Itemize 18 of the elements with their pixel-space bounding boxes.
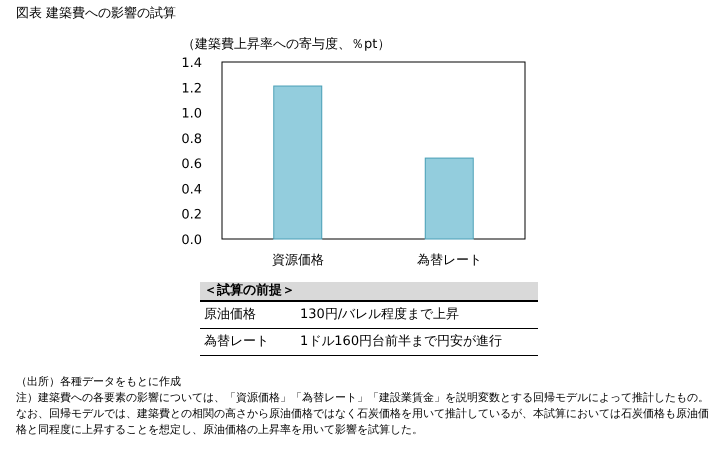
text: 原油価格 bbox=[204, 306, 257, 324]
y-tick-label: 0.6 bbox=[181, 157, 202, 172]
y-tick-label: 1.2 bbox=[181, 81, 202, 96]
y-tick-label: 0.0 bbox=[181, 233, 202, 248]
text: 注）建築費への各要素の影響については、「資源価格」「為替レート」「建設業賃金」を説明変数とする回帰モデルによって推計したもの。なお、回帰モデルでは、建築費との相関の高さから原油価格ではなく石炭価格を用いて推計しているが、本試算においては石炭価格も原油価格と同程度に上昇することを想定し、原油価格の上昇率を用いて影響を試算した。 bbox=[16, 390, 710, 438]
y-tick-label: 0.2 bbox=[181, 208, 202, 223]
x-tick-label: 資源価格 bbox=[272, 253, 324, 268]
y-tick-label: 1.0 bbox=[181, 106, 202, 122]
text: 1ドル160円台前半まで円安が進行 bbox=[300, 333, 502, 351]
y-tick-label: 0.4 bbox=[181, 182, 202, 198]
text: ＜試算の前提＞ bbox=[200, 282, 538, 302]
text: 図表 建築費への影響の試算 bbox=[16, 6, 176, 21]
text: 130円/バレル程度まで上昇 bbox=[300, 306, 460, 324]
y-tick-label: 1.4 bbox=[181, 56, 202, 71]
y-axis-title: （建築費上昇率への寄与度、％pt） bbox=[182, 36, 390, 52]
y-tick-label: 0.8 bbox=[181, 132, 202, 147]
text: （出所）各種データをもとに作成 bbox=[16, 374, 182, 390]
text: 為替レート bbox=[204, 333, 270, 351]
